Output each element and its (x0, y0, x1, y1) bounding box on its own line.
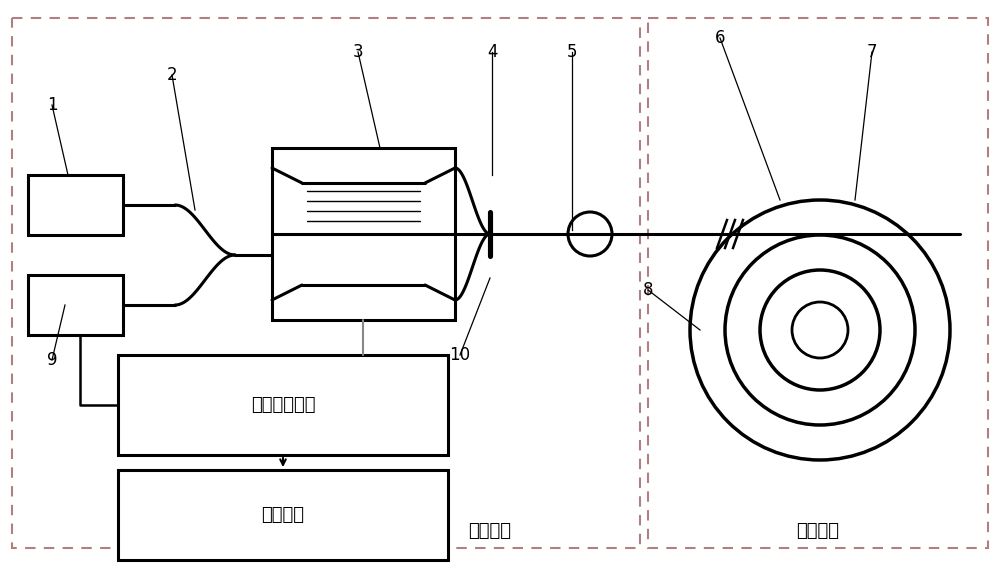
Text: 9: 9 (47, 351, 57, 369)
Text: 10: 10 (449, 346, 471, 364)
Text: 2: 2 (167, 66, 177, 84)
Text: 传感单元: 传感单元 (796, 522, 840, 540)
Text: 5: 5 (567, 43, 577, 61)
Bar (272, 148, 455, 320)
Text: 合并单元: 合并单元 (262, 506, 304, 524)
Bar (648, 18, 988, 548)
Text: 信号采集处理: 信号采集处理 (251, 396, 315, 414)
Text: 7: 7 (867, 43, 877, 61)
Bar (118, 355, 448, 455)
Text: 控制单元: 控制单元 (468, 522, 512, 540)
Text: 3: 3 (353, 43, 363, 61)
Text: 6: 6 (715, 29, 725, 47)
Text: 8: 8 (643, 281, 653, 299)
Bar (12, 18, 640, 548)
Bar (118, 470, 448, 560)
Text: 4: 4 (487, 43, 497, 61)
Bar (28, 175, 123, 235)
Text: 1: 1 (47, 96, 57, 114)
Bar (28, 275, 123, 335)
